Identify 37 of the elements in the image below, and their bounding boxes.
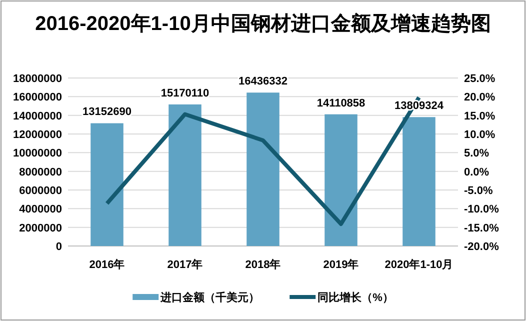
y2-tick-label: 5.0% bbox=[464, 148, 490, 160]
y-tick-label: 10000000 bbox=[13, 148, 62, 160]
y-tick-label: 12000000 bbox=[13, 129, 62, 141]
y-tick-label: 14000000 bbox=[13, 110, 62, 122]
legend-label: 进口金额（千美元） bbox=[160, 291, 260, 304]
y2-tick-label: 10.0% bbox=[464, 129, 496, 141]
y2-tick-label: 25.0% bbox=[464, 73, 496, 85]
y2-tick-label: 0.0% bbox=[464, 166, 490, 178]
y2-tick-label: -20.0% bbox=[464, 241, 500, 253]
x-tick-label: 2018年 bbox=[245, 258, 281, 271]
y-tick-label: 8000000 bbox=[19, 166, 62, 178]
y2-tick-label: 20.0% bbox=[464, 92, 496, 104]
x-tick-label: 2019年 bbox=[323, 258, 359, 271]
y-tick-label: 2000000 bbox=[19, 222, 62, 234]
y2-tick-label: -10.0% bbox=[464, 204, 500, 216]
x-tick-label: 2020年1-10月 bbox=[384, 258, 454, 271]
y-tick-label: 18000000 bbox=[13, 73, 62, 85]
y-tick-label: 4000000 bbox=[19, 204, 62, 216]
data-label: 13152690 bbox=[82, 106, 132, 118]
data-label: 15170110 bbox=[160, 87, 210, 100]
bar bbox=[168, 104, 202, 246]
legend-label: 同比增长（%） bbox=[318, 291, 394, 304]
bar bbox=[324, 114, 358, 246]
x-tick-label: 2017年 bbox=[167, 258, 203, 271]
y-tick-label: 6000000 bbox=[19, 185, 62, 197]
y2-tick-label: -15.0% bbox=[464, 222, 500, 234]
bar bbox=[90, 123, 124, 246]
data-label: 16436332 bbox=[238, 76, 288, 88]
bar bbox=[402, 117, 436, 246]
data-label: 14110858 bbox=[316, 97, 366, 110]
x-tick-label: 2016年 bbox=[89, 258, 125, 271]
y-tick-label: 0 bbox=[56, 241, 62, 253]
y2-tick-label: -5.0% bbox=[464, 185, 493, 197]
y2-tick-label: 15.0% bbox=[464, 110, 496, 122]
bar bbox=[246, 92, 280, 246]
chart-title: 2016-2020年1-10月中国钢材进口金额及增速趋势图 bbox=[35, 12, 491, 35]
y-tick-label: 16000000 bbox=[13, 92, 62, 104]
